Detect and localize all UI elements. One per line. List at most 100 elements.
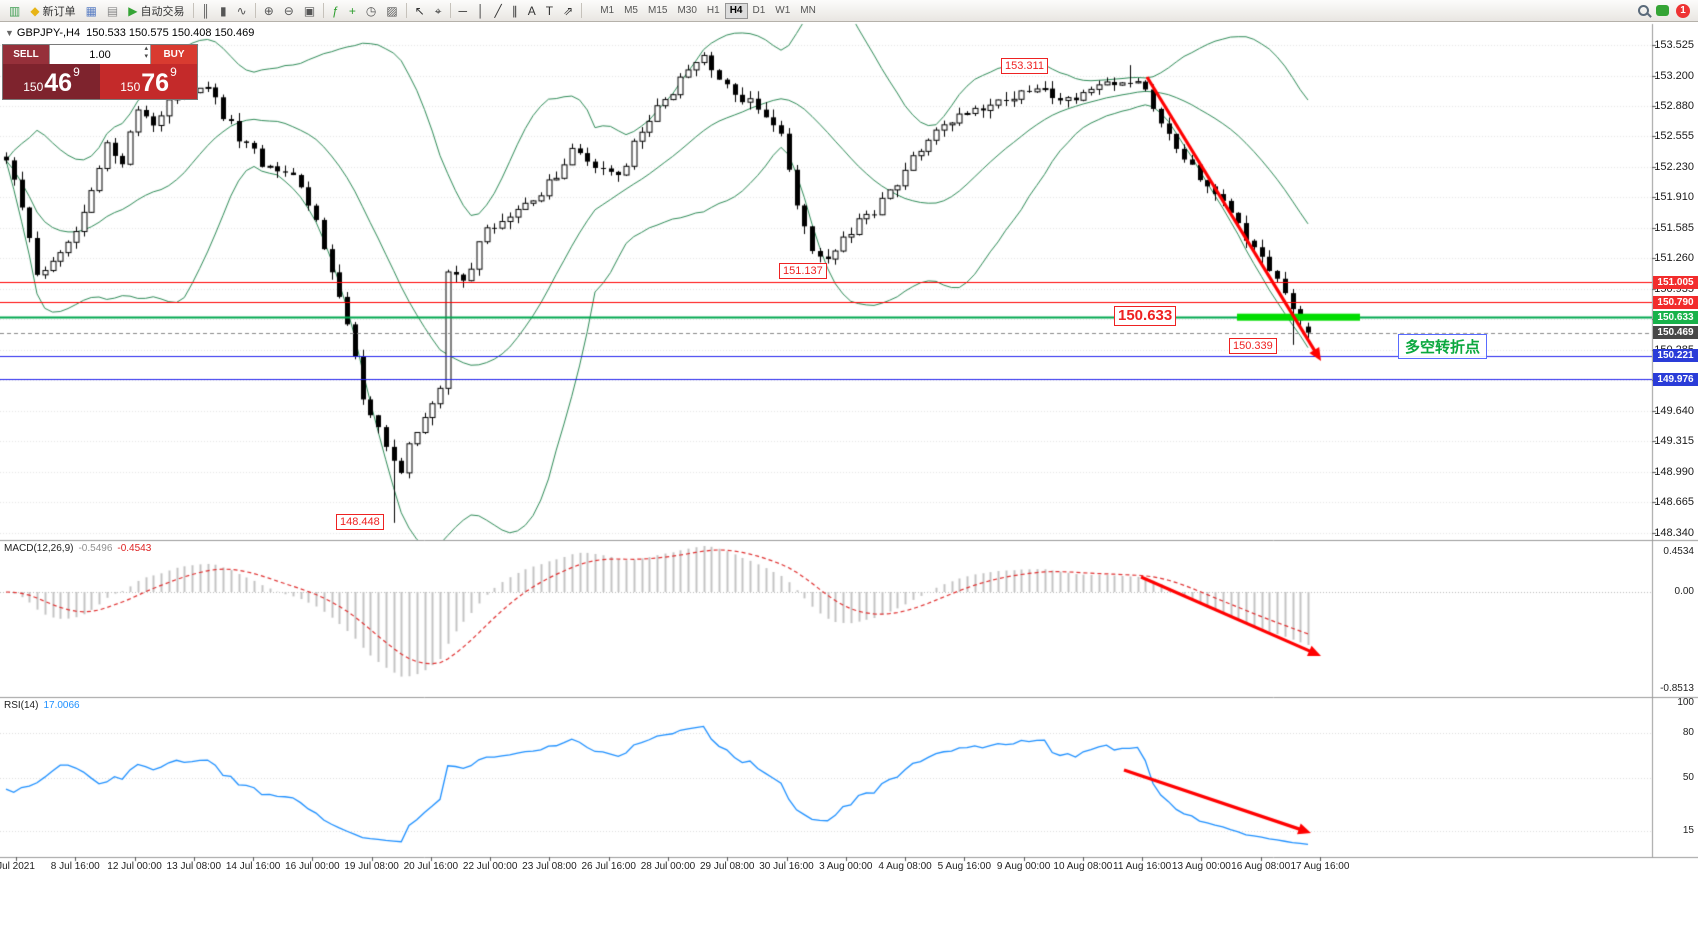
bar-chart-type-icon[interactable]: ║ (197, 2, 216, 20)
trendline-tool-icon[interactable]: ╱ (490, 2, 507, 20)
text-tool-icon[interactable]: A (523, 2, 541, 20)
buy-price-button[interactable]: 150 76 9 (100, 64, 197, 99)
timeframe-m5[interactable]: M5 (624, 5, 638, 16)
symbol-ohlc-bar: ▼ GBPJPY-,H4 150.533 150.575 150.408 150.4… (5, 27, 254, 39)
macd-value-signal: -0.4543 (117, 543, 152, 554)
sell-button[interactable]: SELL (3, 45, 49, 64)
indicators-icon: ƒ (332, 3, 339, 18)
profiles-icon: ▤ (106, 3, 119, 18)
toolbar: ▥ ◆ 新订单 ▦ ▤ ▶ 自动交易 ║ ▮ ∿ ⊕ ⊖ ▣ ƒ + ◷ ▨ ↖ ⌖ ─ │ ╱ ∥ A T ⇗ M1 M5 M15 M… (0, 0, 1698, 22)
indicators-icon[interactable]: ƒ (327, 2, 344, 20)
hline-tool-icon[interactable]: ─ (454, 2, 473, 20)
text-tool-icon: A (527, 3, 536, 18)
autotrading-button[interactable]: ▶ 自动交易 (123, 2, 189, 20)
add-indicator-icon[interactable]: + (344, 2, 361, 20)
timeframe-m15[interactable]: M15 (648, 5, 668, 16)
new-order-button-label: 新订单 (42, 5, 76, 18)
ask-big: 76 (141, 69, 170, 97)
bar-chart-type-icon: ║ (201, 3, 211, 18)
timeframe-w1[interactable]: W1 (775, 5, 791, 16)
templates-icon[interactable]: ▨ (381, 2, 402, 20)
crosshair-tool-icon[interactable]: ⌖ (430, 2, 447, 20)
line-chart-type-icon[interactable]: ∿ (232, 2, 252, 20)
notification-badge[interactable]: 1 (1676, 3, 1690, 18)
vline-tool-icon[interactable]: │ (472, 2, 490, 20)
arrow-tool-icon: ⇗ (563, 3, 574, 18)
zoom-in-icon: ⊕ (263, 3, 274, 18)
timeframe-m30[interactable]: M30 (677, 5, 697, 16)
toolbar-buttons: ▥ ◆ 新订单 ▦ ▤ ▶ 自动交易 ║ ▮ ∿ ⊕ ⊖ ▣ ƒ + ◷ ▨ ↖ ⌖ ─ │ ╱ ∥ A T ⇗ (4, 2, 585, 20)
autotrading-button: ▶ (128, 3, 138, 18)
volume-value: 1.00 (89, 48, 111, 61)
vline-tool-icon: │ (477, 3, 485, 18)
stepper-up-icon[interactable]: ▴ (144, 45, 148, 52)
timeframe-toolbar: M1 M5 M15 M30 H1 H4 D1 W1 MN (595, 2, 821, 19)
arrow-tool-icon[interactable]: ⇗ (558, 2, 578, 20)
chevron-down-icon[interactable]: ▼ (5, 28, 14, 38)
tile-windows-icon: ▣ (303, 3, 316, 18)
bid-head: 150 (23, 80, 44, 94)
autotrading-button-label: 自动交易 (140, 5, 185, 18)
macd-name: MACD(12,26,9) (4, 543, 74, 554)
periods-icon: ◷ (365, 3, 377, 18)
chart-window-icon[interactable]: ▥ (4, 2, 25, 20)
toolbar-separator (254, 3, 256, 18)
timeframe-h4[interactable]: H4 (724, 2, 748, 19)
toolbar-separator (581, 3, 583, 18)
tile-windows-icon[interactable]: ▣ (299, 2, 320, 20)
chat-icon[interactable] (1656, 5, 1669, 16)
bid-sup: 9 (73, 65, 80, 79)
bid-big: 46 (44, 69, 73, 97)
price-callout-label[interactable]: 150.339 (1229, 338, 1277, 354)
channel-tool-icon[interactable]: ∥ (507, 2, 523, 20)
candlestick-chart-type-icon[interactable]: ▮ (215, 2, 232, 20)
chart-window-icon: ▥ (9, 3, 21, 18)
candlestick-chart-type-icon: ▮ (220, 3, 227, 18)
timeframe-mn[interactable]: MN (800, 5, 816, 16)
sell-price-button[interactable]: 150 46 9 (3, 64, 100, 99)
rsi-label: RSI(14) 17.0066 (4, 700, 80, 711)
toolbar-separator (449, 3, 451, 18)
label-tool-icon: T (545, 3, 554, 18)
new-order-button: ◆ (30, 3, 40, 18)
profiles-icon[interactable]: ▤ (102, 2, 123, 20)
toolbar-separator (323, 3, 325, 18)
add-indicator-icon: + (348, 3, 356, 18)
ask-sup: 9 (170, 65, 177, 79)
trendline-tool-icon: ╱ (494, 3, 502, 18)
toolbar-right: 1 (1638, 3, 1694, 18)
timeframe-m1[interactable]: M1 (600, 5, 615, 16)
label-tool-icon[interactable]: T (541, 2, 558, 20)
cursor-tool-icon[interactable]: ↖ (410, 2, 430, 20)
symbol-name: GBPJPY-,H4 (16, 27, 81, 39)
layouts-icon[interactable]: ▦ (81, 2, 102, 20)
volume-input[interactable]: 1.00 ▴ ▾ (49, 45, 151, 64)
rsi-name: RSI(14) (4, 700, 39, 711)
crosshair-tool-icon: ⌖ (434, 3, 442, 18)
timeframe-d1[interactable]: D1 (752, 5, 766, 16)
zoom-out-icon: ⊖ (283, 3, 294, 18)
toolbar-separator (192, 3, 194, 18)
price-scale[interactable] (1652, 24, 1698, 857)
price-callout-label[interactable]: 150.633 (1114, 306, 1177, 326)
zoom-in-icon[interactable]: ⊕ (259, 2, 279, 20)
price-callout-label[interactable]: 148.448 (336, 514, 384, 530)
timeframe-h1[interactable]: H1 (706, 5, 720, 16)
search-icon[interactable] (1638, 5, 1649, 16)
new-order-button[interactable]: ◆ 新订单 (25, 2, 80, 20)
stepper-down-icon[interactable]: ▾ (144, 53, 148, 60)
zoom-out-icon[interactable]: ⊖ (279, 2, 299, 20)
buy-button[interactable]: BUY (151, 45, 197, 64)
annotation-text[interactable]: 多空转折点 (1398, 334, 1488, 359)
price-callout-label[interactable]: 153.311 (1001, 58, 1048, 74)
one-click-trading-widget: SELL 1.00 ▴ ▾ BUY 150 46 9 150 76 9 (2, 44, 198, 100)
volume-stepper[interactable]: ▴ ▾ (144, 45, 148, 61)
macd-value-main: -0.5496 (78, 543, 113, 554)
line-chart-type-icon: ∿ (236, 3, 247, 18)
price-callout-label[interactable]: 151.137 (779, 263, 827, 279)
time-axis[interactable] (0, 857, 1652, 877)
periods-icon[interactable]: ◷ (361, 2, 381, 20)
layouts-icon: ▦ (85, 3, 97, 18)
